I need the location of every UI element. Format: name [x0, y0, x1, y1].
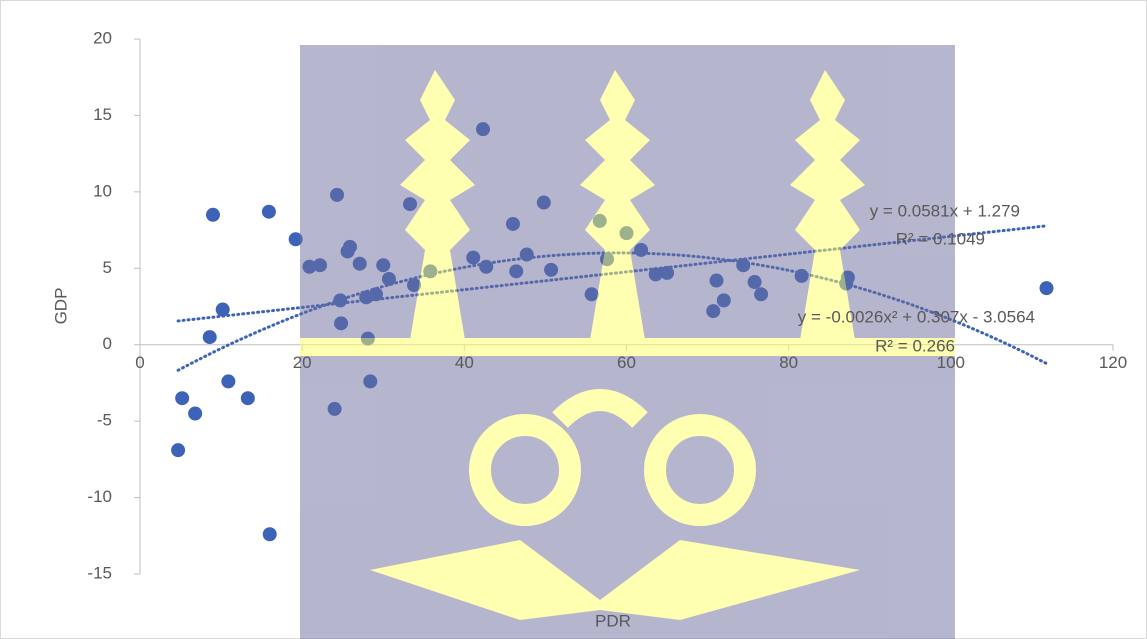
- point: [241, 391, 255, 405]
- x-tick-label: 0: [135, 353, 144, 372]
- x-tick-label: 60: [617, 353, 636, 372]
- y-tick-label: 0: [103, 334, 112, 353]
- point: [221, 374, 235, 388]
- point: [263, 527, 277, 541]
- point: [175, 391, 189, 405]
- point: [203, 330, 217, 344]
- trendline-r2: R² = 0.1049: [896, 229, 985, 248]
- x-tick-label: 20: [293, 353, 312, 372]
- y-axis-title: GDP: [51, 288, 70, 325]
- point: [188, 407, 202, 421]
- y-tick-label: -5: [97, 411, 112, 430]
- y-tick-label: 20: [93, 28, 112, 47]
- point: [1040, 281, 1054, 295]
- y-tick-label: -10: [87, 487, 112, 506]
- x-tick-label: 40: [455, 353, 474, 372]
- x-axis-title: PDR: [595, 611, 631, 630]
- x-tick-label: 80: [779, 353, 798, 372]
- y-tick-label: 5: [103, 258, 112, 277]
- trendline-r2: R² = 0.266: [875, 336, 955, 355]
- y-tick-label: -15: [87, 563, 112, 582]
- trendline-equation: y = -0.0026x² + 0.307x - 3.0564: [798, 307, 1035, 326]
- x-tick-label: 120: [1099, 353, 1127, 372]
- point: [206, 208, 220, 222]
- trendline-equation: y = 0.0581x + 1.279: [870, 201, 1020, 220]
- y-tick-label: 10: [93, 181, 112, 200]
- y-tick-label: 15: [93, 105, 112, 124]
- x-tick-label: 100: [937, 353, 965, 372]
- chart: PDR GDP -15 -10 -5 0 5 10 15 20 0 20 40 60 80 100 120 y…: [0, 0, 1147, 639]
- point: [171, 443, 185, 457]
- watermark: [300, 45, 955, 639]
- point: [262, 205, 276, 219]
